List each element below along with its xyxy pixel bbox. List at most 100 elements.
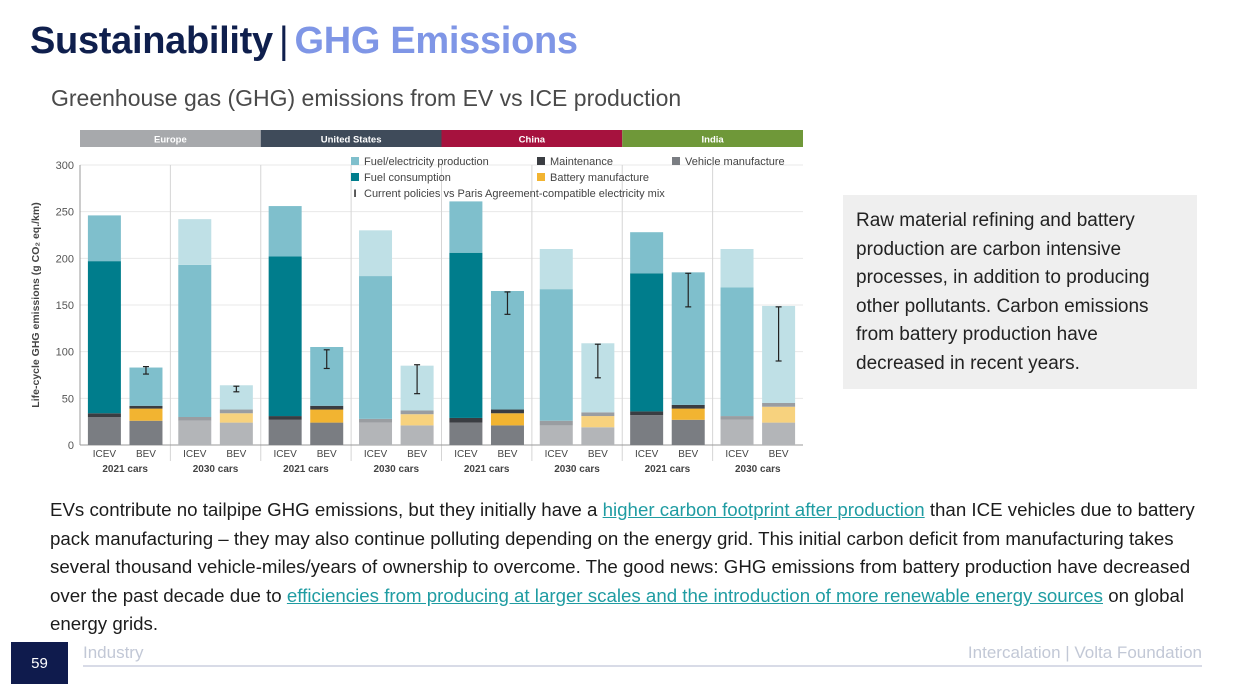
bar-segment-maintenance [449,417,483,423]
x-tick-label: BEV [678,449,698,460]
x-tick-label: BEV [136,449,156,460]
y-tick-label: 50 [62,393,74,405]
bar-segment-battery-manufacture [400,414,434,426]
bar-segment-fuel-consumption [87,261,121,414]
bar-segment-maintenance [400,410,434,415]
bar-segment-maintenance [310,405,344,410]
legend-swatch-fuel-electricity-production [351,157,359,165]
bar-segment-battery-manufacture [219,413,253,423]
bar-segment-vehicle-manufacture [630,415,664,445]
legend-range-icon: I [353,188,356,200]
x-tick-label: BEV [497,449,517,460]
region-label: Europe [154,135,187,146]
group-label: 2021 cars [645,464,691,475]
x-tick-label: BEV [317,449,337,460]
legend-swatch-vehicle-manufacture [672,157,680,165]
bar-segment-maintenance [539,420,573,426]
bar-segment-vehicle-manufacture [87,417,121,445]
bar-segment-vehicle-manufacture [268,419,302,445]
bar-segment-fuel-electricity-production [268,206,302,257]
y-tick-label: 0 [68,440,74,452]
body-part-2: than ICE vehicles due to battery pack ma… [50,499,1195,606]
y-tick-label: 100 [56,347,74,359]
ghg-emissions-chart: Europe United States China India 0 50 100 150 20… [30,130,803,475]
footer-divider [83,665,1202,667]
bar-segment-vehicle-manufacture [178,420,212,445]
legend-swatch-maintenance [537,157,545,165]
bar-segment-vehicle-manufacture [490,425,524,445]
bar-segment-battery-manufacture [129,408,163,421]
bar-segment-vehicle-manufacture [310,422,344,445]
x-tick-label: ICEV [183,449,207,460]
region-band-india [622,130,803,147]
group-label: 2021 cars [283,464,329,475]
group-label: 2030 cars [374,464,420,475]
legend-label: Current policies vs Paris Agreement-comp… [364,188,665,200]
bar-segment-fuel-electricity-production [359,276,393,419]
body-part-3: on global energy grids. [50,584,1185,635]
x-tick-label: ICEV [725,449,749,460]
footer-section: Industry [83,643,144,662]
title-accent: GHG Emissions [294,20,578,62]
body-part-1: EVs contribute no tailpipe GHG emissions… [50,499,603,520]
group-label: 2030 cars [735,464,781,475]
bar-segment-maintenance [720,416,754,420]
bar-segment-vehicle-manufacture [359,422,393,445]
bar-segment-range-extension [720,249,754,288]
x-tick-label: BEV [407,449,427,460]
title-main: Sustainability [30,20,273,62]
bar-segment-vehicle-manufacture [449,422,483,445]
region-label: China [519,135,546,146]
legend-swatch-fuel-consumption [351,173,359,181]
bar-segment-vehicle-manufacture [400,425,434,445]
x-tick-label: ICEV [635,449,659,460]
bar-segment-maintenance [268,416,302,420]
page-number: 59 [31,654,48,672]
bar-segment-vehicle-manufacture [581,427,615,445]
bar-segment-fuel-consumption [449,252,483,418]
group-label: 2030 cars [193,464,239,475]
region-label: India [702,135,725,146]
bar-segment-maintenance [87,413,121,417]
bar-segment-maintenance [671,404,705,409]
legend-label: Fuel/electricity production [364,156,489,168]
page-number-badge: 59 [11,642,68,684]
region-band-china [441,130,623,147]
legend-label: Maintenance [550,156,613,168]
bar-segment-range-extension [359,230,393,277]
bar-segment-battery-manufacture [671,408,705,420]
bar-segment-battery-manufacture [762,406,796,423]
x-tick-label: ICEV [93,449,117,460]
x-tick-label: ICEV [545,449,569,460]
body-paragraph: EVs contribute no tailpipe GHG emissions… [50,496,1210,639]
footer-source: Intercalation | Volta Foundation [967,643,1202,662]
x-tick-label: BEV [226,449,246,460]
callout-box: Raw material refining and battery produc… [843,195,1197,389]
link-efficiencies[interactable]: efficiencies from producing at larger sc… [286,584,1104,606]
y-tick-label: 200 [56,253,74,265]
y-tick-label: 300 [56,160,74,172]
y-tick-label: 250 [56,207,74,219]
page-title: Sustainability | GHG Emissions [30,20,578,63]
x-tick-label: BEV [588,449,608,460]
bar-segment-battery-manufacture [581,416,615,428]
x-tick-label: BEV [769,449,789,460]
bar-segment-fuel-electricity-production [720,287,754,417]
bar-segment-vehicle-manufacture [219,422,253,445]
bar-segment-maintenance [630,411,664,416]
link-carbon-footprint[interactable]: higher carbon footprint after production [602,499,925,520]
bar-segment-fuel-consumption [630,273,664,412]
bar-segment-battery-manufacture [490,413,524,426]
bar-segment-vehicle-manufacture [129,420,163,445]
bar-segment-fuel-electricity-production [87,215,121,262]
bar-segment-maintenance [490,409,524,414]
bar-segment-maintenance [581,412,615,417]
chart-subtitle: Greenhouse gas (GHG) emissions from EV v… [51,85,682,111]
region-band-europe [80,130,261,147]
x-tick-label: ICEV [364,449,388,460]
callout-text: Raw material refining and battery produc… [856,210,1150,374]
bar-segment-vehicle-manufacture [720,419,754,445]
region-label: United States [321,135,382,146]
legend-swatch-battery-manufacture [537,173,545,181]
bar-segment-maintenance [762,403,796,407]
